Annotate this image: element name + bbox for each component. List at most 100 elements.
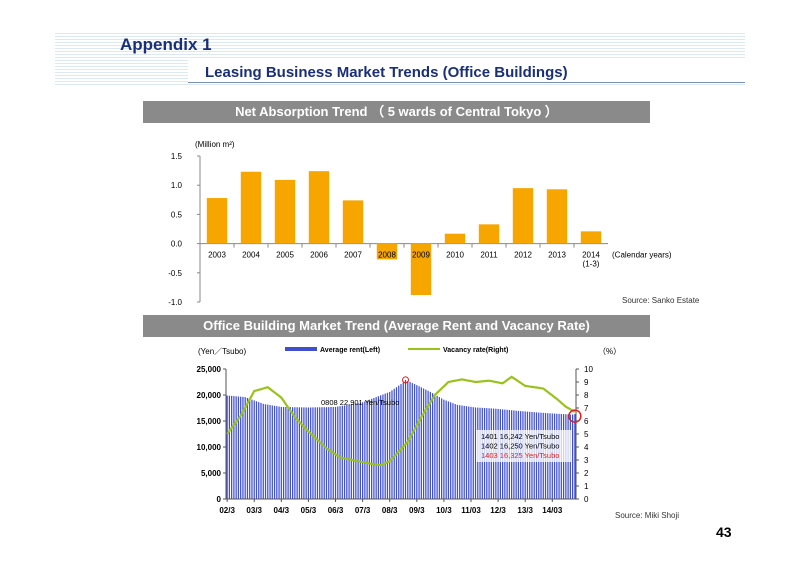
- chart2-ytick-left-label: 15,000: [197, 417, 222, 426]
- annotation-box: [476, 430, 572, 462]
- chart2-ytick-right-label: 7: [584, 404, 589, 413]
- chart2-xtick-label: 02/3: [219, 506, 235, 515]
- rent-bar: [321, 407, 323, 499]
- rent-bar: [235, 396, 237, 499]
- rent-bar: [574, 414, 576, 499]
- net-absorption-chart: (Million m²) 1.5 1.0 0.5 0.0 -0.5 -1.0 2003 2004…: [168, 140, 672, 306]
- rent-bar: [364, 401, 366, 499]
- rent-bar: [226, 395, 228, 499]
- rent-bar: [267, 404, 269, 499]
- rent-bar: [348, 404, 350, 499]
- chart2-ylabel-left: (Yen／Tsubo): [198, 347, 247, 356]
- chart1-ytick-label: 0.0: [171, 240, 183, 249]
- chart1-bar-2011: [478, 224, 500, 244]
- chart1-bar-2004: [240, 171, 262, 244]
- page-subtitle: Leasing Business Market Trends (Office B…: [205, 64, 568, 81]
- rent-bar: [355, 403, 357, 499]
- chart1-ytick-label: -0.5: [168, 269, 182, 278]
- latest-rent-marker: [568, 409, 582, 423]
- chart1-xtick-label: 2007: [344, 251, 362, 260]
- rent-bar: [418, 386, 420, 499]
- rent-bar: [456, 404, 459, 499]
- rent-bar: [371, 398, 373, 499]
- rent-bar: [452, 403, 454, 499]
- chart1-xtick-label: 2008: [378, 251, 396, 260]
- appendix-title: Appendix 1: [120, 35, 212, 54]
- rent-bar: [273, 405, 276, 499]
- chart2-ytick-right-label: 6: [584, 417, 589, 426]
- rent-bar: [323, 407, 325, 499]
- rent-bar: [450, 402, 452, 499]
- rent-bar: [571, 414, 574, 499]
- rent-bar: [237, 396, 240, 499]
- rent-bar: [255, 401, 258, 499]
- rent-bar: [312, 407, 314, 499]
- rent-bar: [339, 406, 341, 499]
- rent-bar: [298, 407, 301, 499]
- rent-bar: [357, 403, 359, 499]
- rent-bar: [380, 395, 382, 499]
- chart1-xtick-label: 2013: [548, 251, 566, 260]
- chart1-xtick-label: 2009: [412, 251, 430, 260]
- rent-bar: [447, 401, 450, 499]
- chart2-xtick-label: 07/3: [355, 506, 371, 515]
- chart1-bar-2003: [206, 198, 228, 244]
- rent-bar: [409, 381, 411, 499]
- chart2-ytick-left-label: 0: [217, 495, 222, 504]
- chart2-vacancy-line: [226, 375, 576, 467]
- chart1-bar-2008: [376, 243, 398, 260]
- rent-bar: [251, 399, 253, 499]
- rent-bar: [429, 391, 431, 499]
- rent-bar: [334, 406, 337, 499]
- rent-bar: [375, 397, 377, 499]
- rent-bar: [373, 397, 375, 499]
- rent-bar: [330, 407, 332, 499]
- rent-bar: [416, 385, 418, 499]
- chart1-bar-2010: [444, 233, 466, 244]
- rent-bar: [337, 406, 339, 499]
- chart2-annotations: 0808 22,901 Yen/Tsubo 1401 16,242 Yen/Tsu…: [321, 376, 582, 462]
- rent-bar: [231, 395, 233, 499]
- chart1-bars: [206, 171, 602, 295]
- chart1-ytick-label: 1.5: [171, 152, 183, 161]
- rent-bar: [366, 400, 368, 499]
- chart2-ytick-left-label: 5,000: [201, 469, 222, 478]
- annotation-rent-1: 1401 16,242 Yen/Tsubo: [481, 432, 559, 441]
- rent-bar: [359, 402, 361, 499]
- office-market-chart: (Yen／Tsubo) Average rent(Left) Vacancy rat…: [197, 347, 620, 515]
- rent-bar: [393, 388, 395, 499]
- rent-bar: [425, 389, 427, 499]
- chart1-bar-2007: [342, 200, 364, 244]
- rent-bar: [305, 407, 307, 499]
- rent-bar: [289, 407, 291, 499]
- rent-bar: [341, 405, 343, 499]
- chart1-bar-2009: [410, 243, 432, 295]
- rent-bar: [474, 407, 477, 499]
- chart2-title: Office Building Market Trend (Average Re…: [143, 315, 650, 337]
- chart1-xtick-label: 2012: [514, 251, 532, 260]
- chart2-ytick-right-label: 5: [584, 430, 589, 439]
- rent-bar: [368, 399, 371, 499]
- chart2-ytick-right-label: 3: [584, 456, 589, 465]
- chart2-xtick-label: 10/3: [436, 506, 452, 515]
- rent-bar: [398, 385, 400, 499]
- peak-rent-marker: [402, 376, 410, 384]
- annotation-peak-rent: 0808 22,901 Yen/Tsubo: [321, 398, 399, 407]
- rent-bar: [465, 406, 468, 499]
- rent-bar: [310, 407, 312, 499]
- chart1-xtick-label: 2004: [242, 251, 260, 260]
- rent-bar: [276, 406, 278, 499]
- chart2-xtick-label: 03/3: [246, 506, 262, 515]
- rent-bar: [228, 395, 231, 499]
- chart1-title: Net Absorption Trend （ 5 wards of Centra…: [143, 101, 650, 123]
- rent-bar: [463, 405, 465, 499]
- chart2-xtick-label: 14/03: [542, 506, 563, 515]
- rent-bar: [436, 395, 438, 499]
- chart2-ytick-left-label: 25,000: [197, 365, 222, 374]
- rent-bar: [325, 407, 328, 499]
- rent-bar: [411, 383, 413, 499]
- rent-bar: [282, 407, 285, 499]
- chart2-ytick-right-label: 10: [584, 365, 593, 374]
- rent-bar: [278, 406, 280, 499]
- rent-bar: [287, 407, 289, 499]
